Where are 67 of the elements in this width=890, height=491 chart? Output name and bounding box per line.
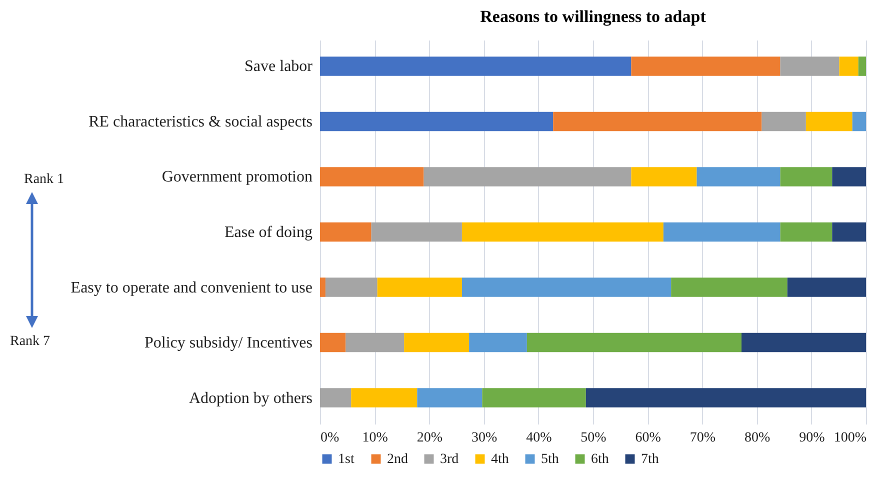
bar [553,112,762,132]
bar [404,332,470,352]
bar [371,222,462,242]
x-tick-label: 90% [799,430,826,446]
bar [469,332,527,352]
y-tick-label: Easy to operate and convenient to use [70,279,312,296]
chart-title: Reasons to willingness to adapt [480,7,706,26]
bar [663,222,780,242]
bar [780,167,832,186]
bar [671,278,788,297]
x-tick-label: 20% [416,430,443,446]
bar [832,222,866,242]
bar [346,332,404,352]
bar [320,332,346,352]
bar [780,56,840,76]
bar [742,332,866,352]
bar [762,112,806,132]
x-tick-label: 50% [580,430,607,446]
y-tick-label: Ease of doing [224,224,312,241]
x-tick-label: 70% [690,430,716,446]
x-tick-label: 10% [362,430,388,446]
y-tick-label: Adoption by others [188,390,312,407]
legend-label: 2nd [387,452,408,467]
y-tick-label: Policy subsidy/ Incentives [144,334,312,352]
legend-label: 6th [591,452,609,467]
bar [852,112,866,132]
bar [320,56,632,76]
bar [696,167,780,186]
x-tick-label: 80% [744,430,770,446]
x-tick-label: 40% [526,430,552,446]
y-tick-label: Save labor [244,58,314,76]
bar [320,222,372,242]
bar [325,278,378,297]
y-tick-label: RE characteristics & social aspects [88,113,312,130]
bar [780,222,832,242]
x-tick-label: 30% [471,430,498,446]
bar [320,388,352,408]
bar [462,278,672,297]
bar [832,167,866,186]
bar [787,278,866,297]
bar [462,222,664,242]
bar [320,112,554,132]
legend-label: 5th [541,452,559,467]
bar [586,388,866,408]
text: Rank 1 [24,172,64,188]
y-tick-label: Government promotion [162,168,312,186]
x-tick-label: 60% [635,430,662,446]
bar [806,112,852,132]
bar [377,278,462,297]
x-tick-label: 0% [320,430,340,446]
bar [631,56,780,76]
bar [526,332,742,352]
bar [839,56,858,76]
bar [424,167,632,186]
text: Rank 7 [10,334,50,350]
legend-label: 7th [641,452,659,467]
legend-label: 4th [491,452,509,467]
bar [320,167,424,186]
legend-label: 3rd [440,452,459,467]
legend-label: 1st [338,452,354,467]
bar [351,388,418,408]
x-tick-label: 100% [834,430,867,446]
bar [482,388,586,408]
bar [858,56,866,76]
bar [320,278,326,297]
bar [631,167,697,186]
bar [417,388,482,408]
